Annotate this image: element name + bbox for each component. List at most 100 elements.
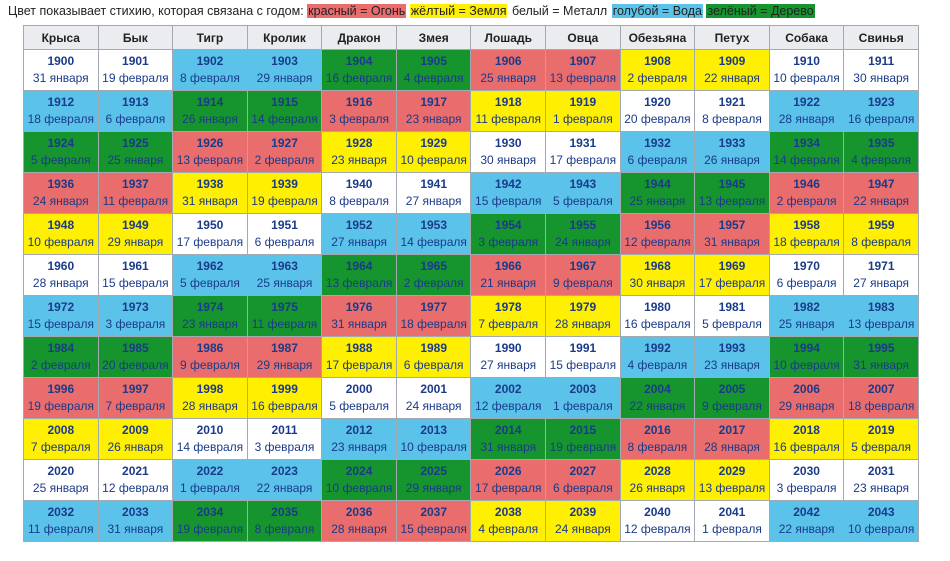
new-year-date[interactable]: 27 января (405, 194, 462, 208)
year-number[interactable]: 1989 (420, 341, 448, 355)
new-year-date[interactable]: 10 февраля (847, 522, 915, 536)
year-number[interactable]: 2039 (569, 505, 597, 519)
new-year-date[interactable]: 11 февраля (28, 522, 94, 536)
new-year-date[interactable]: 2 февраля (403, 276, 464, 290)
year-number[interactable]: 1927 (271, 136, 298, 150)
year-number[interactable]: 1907 (569, 54, 597, 68)
new-year-date[interactable]: 25 января (480, 71, 537, 85)
year-number[interactable]: 1985 (122, 341, 149, 355)
new-year-date[interactable]: 23 января (704, 358, 760, 372)
year-number[interactable]: 1936 (47, 177, 75, 191)
year-number[interactable]: 2003 (569, 382, 597, 396)
new-year-date[interactable]: 6 февраля (627, 153, 688, 167)
new-year-date[interactable]: 28 января (32, 276, 89, 290)
new-year-date[interactable]: 1 февраля (552, 112, 613, 126)
new-year-date[interactable]: 10 февраля (27, 235, 95, 249)
year-number[interactable]: 1968 (644, 259, 671, 273)
year-number[interactable]: 1908 (644, 54, 671, 68)
new-year-date[interactable]: 17 февраля (698, 276, 766, 290)
new-year-date[interactable]: 27 января (853, 276, 910, 290)
new-year-date[interactable]: 14 февраля (400, 235, 467, 249)
year-number[interactable]: 1903 (271, 54, 298, 68)
year-number[interactable]: 2040 (644, 505, 671, 519)
year-number[interactable]: 1988 (345, 341, 373, 355)
year-number[interactable]: 1967 (569, 259, 597, 273)
new-year-date[interactable]: 5 февраля (851, 440, 912, 454)
new-year-date[interactable]: 2 февраля (627, 71, 688, 85)
year-number[interactable]: 1982 (793, 300, 820, 314)
year-number[interactable]: 2035 (271, 505, 298, 519)
new-year-date[interactable]: 31 января (107, 522, 164, 536)
year-number[interactable]: 1915 (271, 95, 298, 109)
year-number[interactable]: 2007 (867, 382, 895, 396)
year-number[interactable]: 2013 (420, 423, 448, 437)
year-number[interactable]: 1912 (47, 95, 75, 109)
new-year-date[interactable]: 4 февраля (627, 358, 688, 372)
new-year-date[interactable]: 20 февраля (102, 358, 169, 372)
year-number[interactable]: 1909 (718, 54, 746, 68)
new-year-date[interactable]: 26 января (107, 440, 164, 454)
year-number[interactable]: 1964 (345, 259, 373, 273)
new-year-date[interactable]: 15 февраля (475, 194, 542, 208)
year-number[interactable]: 1960 (47, 259, 75, 273)
year-number[interactable]: 2028 (644, 464, 671, 478)
new-year-date[interactable]: 22 января (629, 399, 686, 413)
new-year-date[interactable]: 5 февраля (180, 276, 240, 290)
new-year-date[interactable]: 28 января (554, 317, 611, 331)
year-number[interactable]: 1984 (47, 341, 75, 355)
new-year-date[interactable]: 1 февраля (180, 481, 240, 495)
year-number[interactable]: 2042 (793, 505, 820, 519)
new-year-date[interactable]: 5 февраля (329, 399, 389, 413)
new-year-date[interactable]: 3 февраля (105, 317, 166, 331)
year-number[interactable]: 2011 (271, 423, 298, 437)
new-year-date[interactable]: 14 февраля (176, 440, 244, 454)
year-number[interactable]: 2038 (494, 505, 522, 519)
new-year-date[interactable]: 19 февраля (176, 522, 244, 536)
year-number[interactable]: 1995 (867, 341, 895, 355)
new-year-date[interactable]: 26 января (704, 153, 760, 167)
year-number[interactable]: 1956 (644, 218, 671, 232)
new-year-date[interactable]: 2 февраля (776, 194, 837, 208)
year-number[interactable]: 1970 (793, 259, 820, 273)
new-year-date[interactable]: 10 февраля (773, 71, 840, 85)
new-year-date[interactable]: 25 января (107, 153, 164, 167)
year-number[interactable]: 1961 (122, 259, 149, 273)
new-year-date[interactable]: 23 января (331, 153, 387, 167)
new-year-date[interactable]: 23 января (182, 317, 238, 331)
year-number[interactable]: 2041 (718, 505, 746, 519)
year-number[interactable]: 2033 (122, 505, 149, 519)
new-year-date[interactable]: 5 февраля (30, 153, 91, 167)
year-number[interactable]: 1975 (271, 300, 298, 314)
year-number[interactable]: 1950 (196, 218, 224, 232)
new-year-date[interactable]: 10 февраля (400, 440, 467, 454)
new-year-date[interactable]: 13 февраля (549, 71, 617, 85)
new-year-date[interactable]: 24 января (554, 235, 611, 249)
year-number[interactable]: 2032 (47, 505, 75, 519)
new-year-date[interactable]: 3 февраля (478, 235, 539, 249)
year-number[interactable]: 1934 (793, 136, 820, 150)
new-year-date[interactable]: 26 января (629, 481, 686, 495)
new-year-date[interactable]: 4 февраля (478, 522, 539, 536)
year-number[interactable]: 2026 (494, 464, 522, 478)
year-number[interactable]: 1925 (122, 136, 149, 150)
year-number[interactable]: 1969 (718, 259, 746, 273)
new-year-date[interactable]: 8 февраля (851, 235, 912, 249)
year-number[interactable]: 1921 (718, 95, 746, 109)
year-number[interactable]: 1953 (420, 218, 448, 232)
new-year-date[interactable]: 25 января (629, 194, 686, 208)
year-number[interactable]: 1939 (271, 177, 298, 191)
year-number[interactable]: 2022 (196, 464, 224, 478)
year-number[interactable]: 1933 (718, 136, 746, 150)
year-number[interactable]: 1951 (271, 218, 298, 232)
year-number[interactable]: 2023 (271, 464, 298, 478)
new-year-date[interactable]: 28 января (331, 522, 387, 536)
year-number[interactable]: 1923 (867, 95, 895, 109)
new-year-date[interactable]: 26 января (182, 112, 238, 126)
year-number[interactable]: 2025 (420, 464, 448, 478)
year-number[interactable]: 1906 (494, 54, 522, 68)
year-number[interactable]: 2043 (867, 505, 895, 519)
new-year-date[interactable]: 27 января (480, 358, 537, 372)
year-number[interactable]: 2000 (345, 382, 373, 396)
year-number[interactable]: 1987 (271, 341, 298, 355)
new-year-date[interactable]: 13 февраля (325, 276, 393, 290)
